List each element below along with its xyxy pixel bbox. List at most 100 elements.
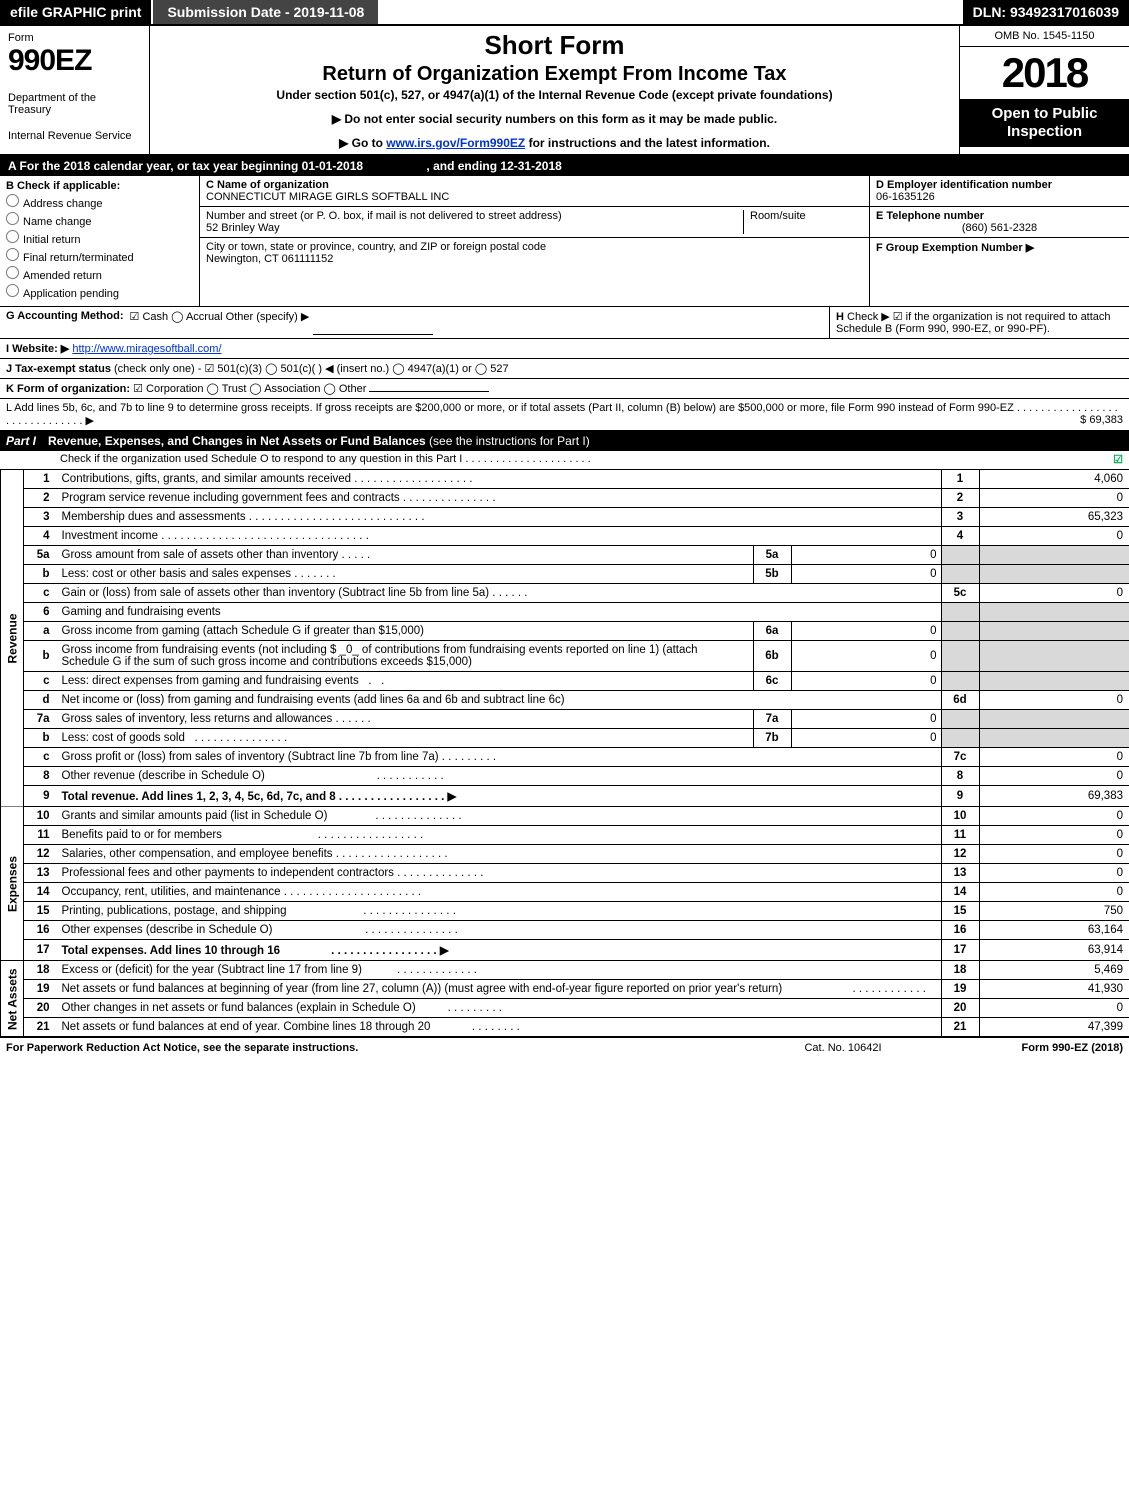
sv-5a: 0 <box>791 546 941 565</box>
radio-amended-return[interactable] <box>6 266 19 279</box>
amt-10: 0 <box>979 807 1129 826</box>
amt-17: 63,914 <box>979 940 1129 961</box>
nc-2: 2 <box>941 489 979 508</box>
check-applicable-box: B Check if applicable: Address change Na… <box>0 176 200 306</box>
city-label: City or town, state or province, country… <box>206 241 863 253</box>
radio-final-return[interactable] <box>6 248 19 261</box>
line-g-label: G Accounting Method: <box>6 310 124 335</box>
desc-15: Printing, publications, postage, and shi… <box>58 902 942 921</box>
ln-8: 8 <box>24 767 58 786</box>
ln-13: 13 <box>24 864 58 883</box>
radio-address-change[interactable] <box>6 194 19 207</box>
nc-7a <box>941 710 979 729</box>
header-right: OMB No. 1545-1150 2018 Open to Public In… <box>959 26 1129 154</box>
amt-6d: 0 <box>979 691 1129 710</box>
nc-11: 11 <box>941 826 979 845</box>
desc-5a: Gross amount from sale of assets other t… <box>58 546 754 565</box>
opt-final-return[interactable]: Final return/terminated <box>6 248 193 264</box>
amt-21: 47,399 <box>979 1018 1129 1037</box>
amt-6 <box>979 603 1129 622</box>
line-l-amount: $ 69,383 <box>1080 414 1123 426</box>
sc-6c: 6c <box>753 672 791 691</box>
opt-name-change[interactable]: Name change <box>6 212 193 228</box>
ln-9: 9 <box>24 786 58 807</box>
nc-19: 19 <box>941 980 979 999</box>
nc-6 <box>941 603 979 622</box>
part-1-check: Check if the organization used Schedule … <box>0 451 1129 470</box>
line-h-label: H <box>836 311 844 323</box>
header-left: Form 990EZ Department of the Treasury In… <box>0 26 150 154</box>
ln-10: 10 <box>24 807 58 826</box>
irs-link[interactable]: www.irs.gov/Form990EZ <box>386 136 525 150</box>
line-i-label: I Website: ▶ <box>6 343 69 355</box>
nc-10: 10 <box>941 807 979 826</box>
desc-1: Contributions, gifts, grants, and simila… <box>58 470 942 489</box>
ln-12: 12 <box>24 845 58 864</box>
desc-7b: Less: cost of goods sold . . . . . . . .… <box>58 729 754 748</box>
org-name-label: C Name of organization <box>206 179 855 191</box>
desc-21: Net assets or fund balances at end of ye… <box>58 1018 942 1037</box>
line-k: K Form of organization: ☑ Corporation ◯ … <box>0 379 1129 399</box>
form-number: 990EZ <box>8 44 141 78</box>
submission-date: Submission Date - 2019-11-08 <box>153 0 378 24</box>
ln-18: 18 <box>24 961 58 980</box>
opt-address-change[interactable]: Address change <box>6 194 193 210</box>
ln-7a: 7a <box>24 710 58 729</box>
nc-5b <box>941 565 979 584</box>
sv-5b: 0 <box>791 565 941 584</box>
radio-name-change[interactable] <box>6 212 19 225</box>
org-info: C Name of organization CONNECTICUT MIRAG… <box>200 176 869 306</box>
line-g-opts: ☑ Cash ◯ Accrual Other (specify) ▶ <box>130 310 310 335</box>
period-begin: A For the 2018 calendar year, or tax yea… <box>8 159 363 173</box>
desc-12: Salaries, other compensation, and employ… <box>58 845 942 864</box>
nc-6b <box>941 641 979 672</box>
id-info: D Employer identification number 06-1635… <box>869 176 1129 306</box>
dln-label: DLN: 93492317016039 <box>963 0 1129 24</box>
radio-initial-return[interactable] <box>6 230 19 243</box>
section-revenue: Revenue <box>1 470 24 807</box>
ln-21: 21 <box>24 1018 58 1037</box>
desc-4: Investment income . . . . . . . . . . . … <box>58 527 942 546</box>
website-link[interactable]: http://www.miragesoftball.com/ <box>72 343 221 355</box>
ln-2: 2 <box>24 489 58 508</box>
line-j: J Tax-exempt status (check only one) - ☑… <box>0 359 1129 379</box>
ln-5b: b <box>24 565 58 584</box>
ln-1: 1 <box>24 470 58 489</box>
opt-initial-return[interactable]: Initial return <box>6 230 193 246</box>
entity-info-row: B Check if applicable: Address change Na… <box>0 176 1129 307</box>
note-goto: ▶ Go to www.irs.gov/Form990EZ for instru… <box>160 136 949 150</box>
line-k-label: K Form of organization: <box>6 383 130 395</box>
amt-5b <box>979 565 1129 584</box>
line-l-text: L Add lines 5b, 6c, and 7b to line 9 to … <box>6 402 1118 427</box>
opt-application-pending[interactable]: Application pending <box>6 284 193 300</box>
amt-5c: 0 <box>979 584 1129 603</box>
line-k-blank[interactable] <box>369 391 489 392</box>
desc-18: Excess or (deficit) for the year (Subtra… <box>58 961 942 980</box>
nc-6d: 6d <box>941 691 979 710</box>
amt-7a <box>979 710 1129 729</box>
part-1-check-text: Check if the organization used Schedule … <box>60 453 462 465</box>
line-i: I Website: ▶ http://www.miragesoftball.c… <box>0 339 1129 359</box>
sc-7b: 7b <box>753 729 791 748</box>
form-header: Form 990EZ Department of the Treasury In… <box>0 26 1129 156</box>
ln-16: 16 <box>24 921 58 940</box>
line-g-blank[interactable] <box>313 310 433 335</box>
desc-6c: Less: direct expenses from gaming and fu… <box>58 672 754 691</box>
room-suite: Room/suite <box>743 210 863 234</box>
tel-value: (860) 561-2328 <box>876 222 1123 234</box>
sv-7b: 0 <box>791 729 941 748</box>
opt-amended-return[interactable]: Amended return <box>6 266 193 282</box>
desc-6: Gaming and fundraising events <box>58 603 942 622</box>
nc-4: 4 <box>941 527 979 546</box>
schedule-o-check-icon: ☑ <box>1113 453 1123 466</box>
desc-11: Benefits paid to or for members . . . . … <box>58 826 942 845</box>
ln-4: 4 <box>24 527 58 546</box>
part-1-suffix: (see the instructions for Part I) <box>429 434 590 448</box>
nc-7b <box>941 729 979 748</box>
nc-5a <box>941 546 979 565</box>
efile-label[interactable]: efile GRAPHIC print <box>0 0 151 24</box>
amt-18: 5,469 <box>979 961 1129 980</box>
nc-15: 15 <box>941 902 979 921</box>
radio-application-pending[interactable] <box>6 284 19 297</box>
ln-15: 15 <box>24 902 58 921</box>
